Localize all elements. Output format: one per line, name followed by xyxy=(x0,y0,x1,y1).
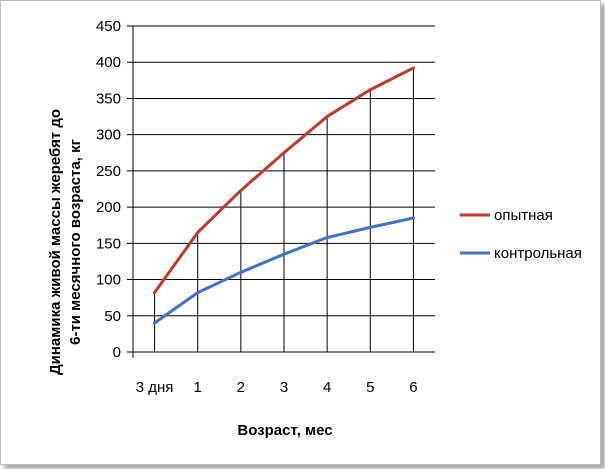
y-tick-label: 250 xyxy=(96,163,121,180)
y-tick-label: 400 xyxy=(96,54,121,71)
legend-label-experimental: опытная xyxy=(494,207,553,224)
point-control-0 xyxy=(153,321,157,325)
point-experimental-6 xyxy=(411,66,415,70)
horizontal-gridlines xyxy=(127,25,435,358)
x-tick-label: 4 xyxy=(323,379,331,396)
point-experimental-4 xyxy=(325,115,329,119)
point-control-6 xyxy=(411,216,415,220)
y-tick-label: 200 xyxy=(96,199,121,216)
x-tick-label: 2 xyxy=(237,379,245,396)
x-tick-label: 5 xyxy=(366,379,374,396)
point-experimental-3 xyxy=(282,151,286,155)
y-axis-ticks: 0 50 100 150 200 250 300 350 400 450 xyxy=(96,18,121,361)
point-experimental-5 xyxy=(368,88,372,92)
y-tick-label: 50 xyxy=(104,308,121,325)
legend: опытная контрольная xyxy=(460,207,582,262)
point-control-4 xyxy=(325,236,329,240)
point-experimental-2 xyxy=(239,188,243,192)
point-control-5 xyxy=(368,225,372,229)
x-tick-label: 3 xyxy=(280,379,288,396)
y-tick-label: 450 xyxy=(96,18,121,35)
x-tick-label: 6 xyxy=(409,379,417,396)
x-axis-ticks: 3 дня 1 2 3 4 5 6 xyxy=(136,379,418,396)
point-control-2 xyxy=(239,270,243,274)
series-lines xyxy=(153,66,415,325)
point-control-1 xyxy=(196,291,200,295)
y-axis-label-line1: Динамика живой массы жеребят до xyxy=(47,109,64,375)
point-experimental-0 xyxy=(153,291,157,295)
x-tick-label: 3 дня xyxy=(136,379,174,396)
y-tick-label: 0 xyxy=(113,344,121,361)
x-axis-label: Возраст, мес xyxy=(237,422,332,439)
point-control-3 xyxy=(282,252,286,256)
y-tick-label: 300 xyxy=(96,127,121,144)
point-experimental-1 xyxy=(196,230,200,234)
legend-label-control: контрольная xyxy=(494,245,582,262)
x-tick-label: 1 xyxy=(194,379,202,396)
y-axis-label-line2: 6-ти месячного возраста, кг xyxy=(67,139,84,345)
y-tick-label: 100 xyxy=(96,272,121,289)
y-tick-label: 350 xyxy=(96,90,121,107)
vertical-gridlines xyxy=(154,68,414,352)
y-tick-label: 150 xyxy=(96,235,121,252)
